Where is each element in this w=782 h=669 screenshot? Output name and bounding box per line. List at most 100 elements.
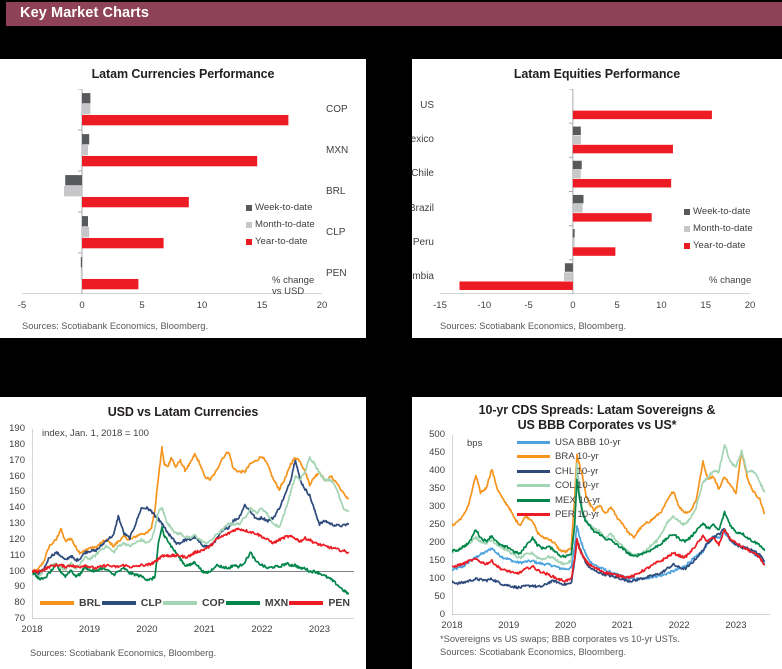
category-label: CLP	[326, 226, 346, 238]
legend-line-clp	[101, 601, 136, 605]
legend-line-chl	[517, 469, 550, 473]
y-axis-tick-label: 0	[439, 609, 445, 620]
legend-label-usa-bbb: USA BBB 10-yr	[555, 436, 621, 448]
x-axis-tick-label: 2023	[725, 620, 747, 631]
y-axis-tick-label: 70	[14, 613, 25, 624]
chart-title: USD vs Latam Currencies	[107, 405, 259, 419]
legend-line-mxn	[225, 601, 260, 605]
category-label: Mexico	[412, 134, 434, 146]
chart-source: Sources: Scotiabank Economics, Bloomberg…	[30, 648, 217, 658]
legend-item-week-to-date: Week-to-date	[246, 199, 315, 216]
legend-item-chl: CHL 10-yr	[517, 464, 621, 479]
chart-subtitle: bps	[467, 438, 483, 449]
y-axis-tick-label: 400	[429, 465, 445, 476]
legend-item-usa-bbb: USA BBB 10-yr	[517, 435, 621, 450]
chart-panel-latam-equities: Latam Equities Performance % change Week…	[412, 59, 782, 338]
legend-item-year-to-date: Year-to-date	[684, 237, 753, 254]
x-axis-tick-label: -5	[17, 300, 27, 311]
chart-source: Sources: Scotiabank Economics, Bloomberg…	[440, 647, 627, 657]
x-axis-tick-label: -10	[477, 300, 492, 311]
legend-label-pen: PEN	[328, 597, 350, 609]
x-axis-tick-label: 10	[196, 300, 208, 311]
x-axis-tick-label: 15	[700, 300, 711, 311]
legend-item-per: PER 10-yr	[517, 508, 621, 523]
category-label: MXN	[326, 144, 349, 156]
category-label: COP	[326, 103, 348, 115]
page-header-bar: Key Market Charts	[6, 2, 782, 26]
x-axis-tick-label: -15	[433, 300, 447, 311]
category-label: BRL	[326, 185, 346, 197]
y-axis-tick-label: 170	[9, 454, 25, 466]
legend-line-mex	[517, 498, 550, 502]
y-axis-tick-label: 200	[429, 537, 445, 548]
axis-note-line2: vs USD	[272, 286, 305, 297]
legend-label-chl: CHL 10-yr	[555, 465, 599, 477]
x-axis-tick-label: 2019	[78, 624, 101, 635]
chart-source: Sources: Scotiabank Economics, Bloomberg…	[22, 321, 209, 331]
chart-panel-latam-currencies: Latam Currencies Performance % change vs…	[0, 59, 366, 338]
legend-swatch-week-to-date	[684, 208, 690, 215]
y-axis-tick-label: 350	[429, 483, 445, 494]
legend-item-cop: COP	[162, 597, 225, 609]
legend-line-col	[517, 484, 550, 488]
y-axis-tick-label: 100	[9, 565, 25, 577]
legend-swatch-month-to-date	[684, 225, 690, 232]
legend-line-per	[517, 513, 550, 517]
legend-label-bra: BRA 10-yr	[555, 451, 599, 463]
x-axis-tick-label: 20	[316, 300, 328, 311]
y-axis-tick-label: 300	[429, 501, 445, 512]
category-label: US	[420, 100, 434, 112]
legend-item-col: COL 10-yr	[517, 479, 621, 494]
legend-item-month-to-date: Month-to-date	[684, 220, 753, 237]
legend-item-clp: CLP	[101, 597, 162, 609]
x-axis-tick-label: 0	[570, 300, 576, 311]
bar-chart-latam-currencies	[22, 89, 322, 294]
legend-item-bra: BRA 10-yr	[517, 450, 621, 465]
y-axis-tick-label: 250	[429, 519, 445, 530]
x-axis-tick-label: 15	[256, 300, 268, 311]
category-label: Peru	[412, 236, 434, 248]
x-axis-tick-label: 5	[614, 300, 620, 311]
y-axis-tick-label: 500	[429, 429, 445, 440]
category-label: Brazil	[412, 202, 434, 214]
chart-legend: BRL CLP COP MXN PEN	[40, 597, 350, 609]
y-axis-tick-label: 100	[429, 573, 445, 584]
legend-swatch-year-to-date	[684, 242, 690, 249]
x-axis-tick-label: 0	[79, 300, 85, 311]
chart-title: Latam Currencies Performance	[91, 67, 275, 81]
legend-line-bra	[517, 455, 550, 459]
legend-swatch-week-to-date	[246, 204, 252, 211]
legend-item-mex: MEX 10-yr	[517, 493, 621, 508]
x-axis-tick-label: 2018	[441, 620, 463, 631]
legend-item-week-to-date: Week-to-date	[684, 203, 753, 220]
legend-label-week-to-date: Week-to-date	[255, 202, 313, 214]
x-axis-tick-label: 20	[744, 300, 756, 311]
x-axis-tick-label: -5	[524, 300, 533, 311]
category-label: Chile	[412, 168, 434, 180]
chart-title-line2: US BBB Corporates vs US*	[517, 418, 677, 432]
y-axis-tick-label: 110	[9, 549, 25, 561]
legend-label-month-to-date: Month-to-date	[255, 219, 315, 231]
legend-label-col: COL 10-yr	[555, 480, 599, 492]
chart-source: Sources: Scotiabank Economics, Bloomberg…	[440, 321, 627, 331]
y-axis-tick-label: 120	[9, 533, 25, 545]
x-axis-tick-label: 2020	[554, 620, 577, 631]
y-axis-tick-label: 140	[9, 502, 25, 514]
chart-title-line1: 10-yr CDS Spreads: Latam Sovereigns &	[478, 403, 716, 417]
legend-label-year-to-date: Year-to-date	[255, 236, 308, 248]
bar-chart-latam-equities	[440, 89, 750, 294]
legend-swatch-month-to-date	[246, 221, 252, 228]
x-axis-tick-label: 2019	[498, 620, 520, 631]
x-axis-tick-label: 2022	[668, 620, 690, 631]
legend-item-pen: PEN	[289, 597, 350, 609]
y-axis-tick-label: 80	[14, 597, 25, 609]
legend-item-brl: BRL	[40, 597, 101, 609]
chart-panel-usd-vs-latam: USD vs Latam Currencies index, Jan. 1, 2…	[0, 397, 366, 669]
x-axis-tick-label: 2022	[251, 624, 273, 635]
y-axis-tick-label: 50	[434, 591, 445, 602]
category-label: PEN	[326, 267, 347, 279]
y-axis-tick-label: 150	[429, 555, 445, 566]
y-axis-tick-label: 190	[9, 423, 25, 434]
legend-item-year-to-date: Year-to-date	[246, 233, 315, 250]
x-axis-tick-label: 2020	[136, 624, 158, 635]
